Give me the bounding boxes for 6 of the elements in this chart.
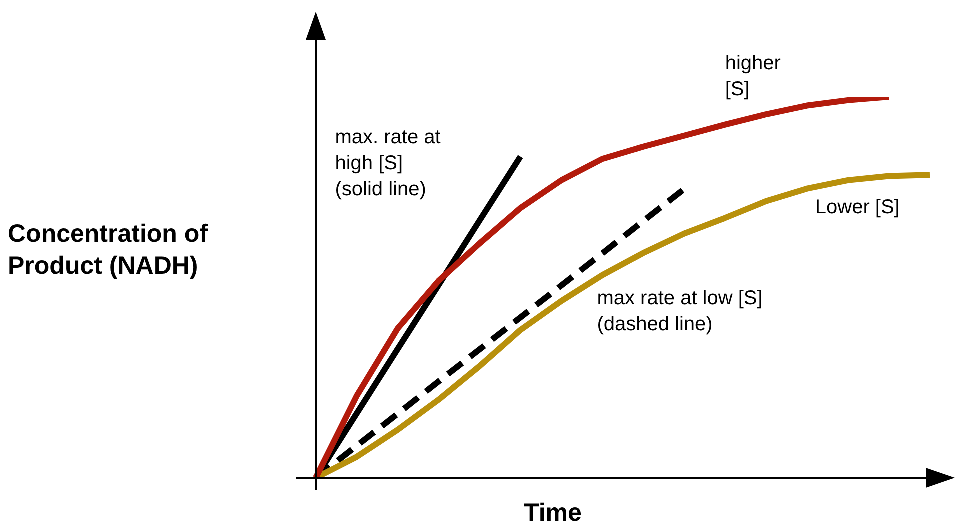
annotation: Lower [S]	[815, 196, 900, 219]
annotation: higher [S]	[725, 52, 782, 101]
annotation: max rate at low [S] (dashed line)	[597, 288, 763, 336]
y-axis-title: Concentration of Product (NADH)	[8, 219, 208, 282]
x-axis-title: Time	[523, 498, 583, 529]
annotation: max. rate at high [S] (solid line)	[335, 126, 442, 200]
